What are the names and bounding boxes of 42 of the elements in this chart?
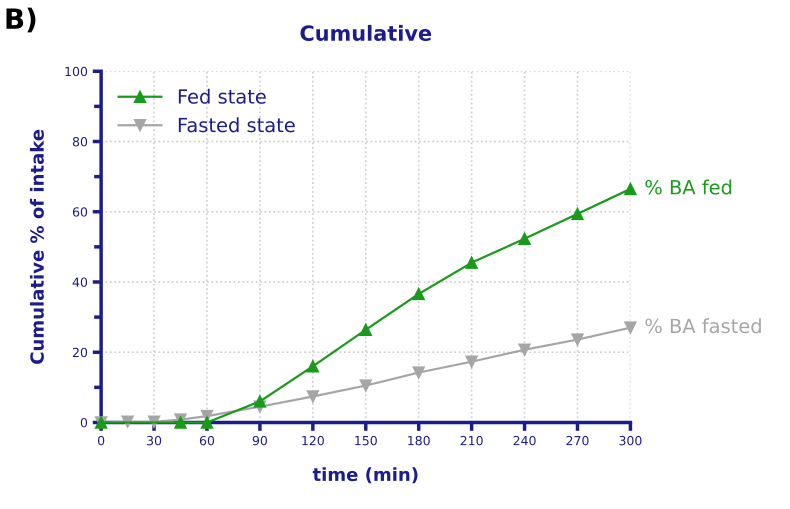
x-tick-label: 240 bbox=[514, 436, 536, 446]
point bbox=[174, 416, 187, 429]
point bbox=[360, 379, 372, 392]
annotation: % BA fasted bbox=[645, 318, 761, 334]
y-tick-label: 80 bbox=[72, 136, 88, 146]
point bbox=[306, 390, 320, 403]
x-tick-label: 300 bbox=[619, 436, 642, 446]
point bbox=[465, 256, 478, 269]
point bbox=[360, 324, 372, 336]
point bbox=[624, 182, 637, 196]
x-tick-label: 0 bbox=[98, 436, 104, 446]
point bbox=[571, 333, 584, 346]
point bbox=[200, 416, 214, 429]
chart-title: Cumulative bbox=[300, 24, 432, 41]
y-tick-label: 20 bbox=[72, 348, 88, 358]
legend-label: Fasted state bbox=[178, 117, 295, 132]
x-tick-label: 90 bbox=[252, 436, 268, 446]
point bbox=[518, 232, 531, 246]
point bbox=[412, 288, 425, 300]
x-tick-label: 270 bbox=[566, 436, 589, 446]
point bbox=[412, 366, 425, 379]
point bbox=[465, 355, 478, 368]
y-axis-title: Cumulative % of intake bbox=[30, 130, 44, 364]
x-tick-label: 150 bbox=[355, 436, 377, 446]
point bbox=[571, 208, 584, 220]
point bbox=[624, 321, 637, 334]
y-tick-label: 40 bbox=[72, 277, 88, 287]
point bbox=[254, 395, 266, 408]
y-tick-label: 100 bbox=[65, 66, 88, 76]
text: B) bbox=[6, 8, 36, 32]
legend-label: Fed state bbox=[178, 88, 266, 104]
annotation: % BA fed bbox=[645, 180, 732, 195]
point bbox=[518, 344, 531, 356]
x-tick-label: 180 bbox=[408, 436, 430, 446]
x-tick-label: 210 bbox=[460, 436, 483, 446]
x-tick-label: 60 bbox=[200, 436, 214, 446]
x-tick-label: 30 bbox=[147, 436, 162, 446]
x-axis-title: time (min) bbox=[312, 467, 418, 484]
y-tick-label: 60 bbox=[72, 207, 88, 217]
y-tick-label: 0 bbox=[80, 418, 88, 428]
point bbox=[306, 360, 320, 373]
x-tick-label: 120 bbox=[302, 436, 324, 446]
